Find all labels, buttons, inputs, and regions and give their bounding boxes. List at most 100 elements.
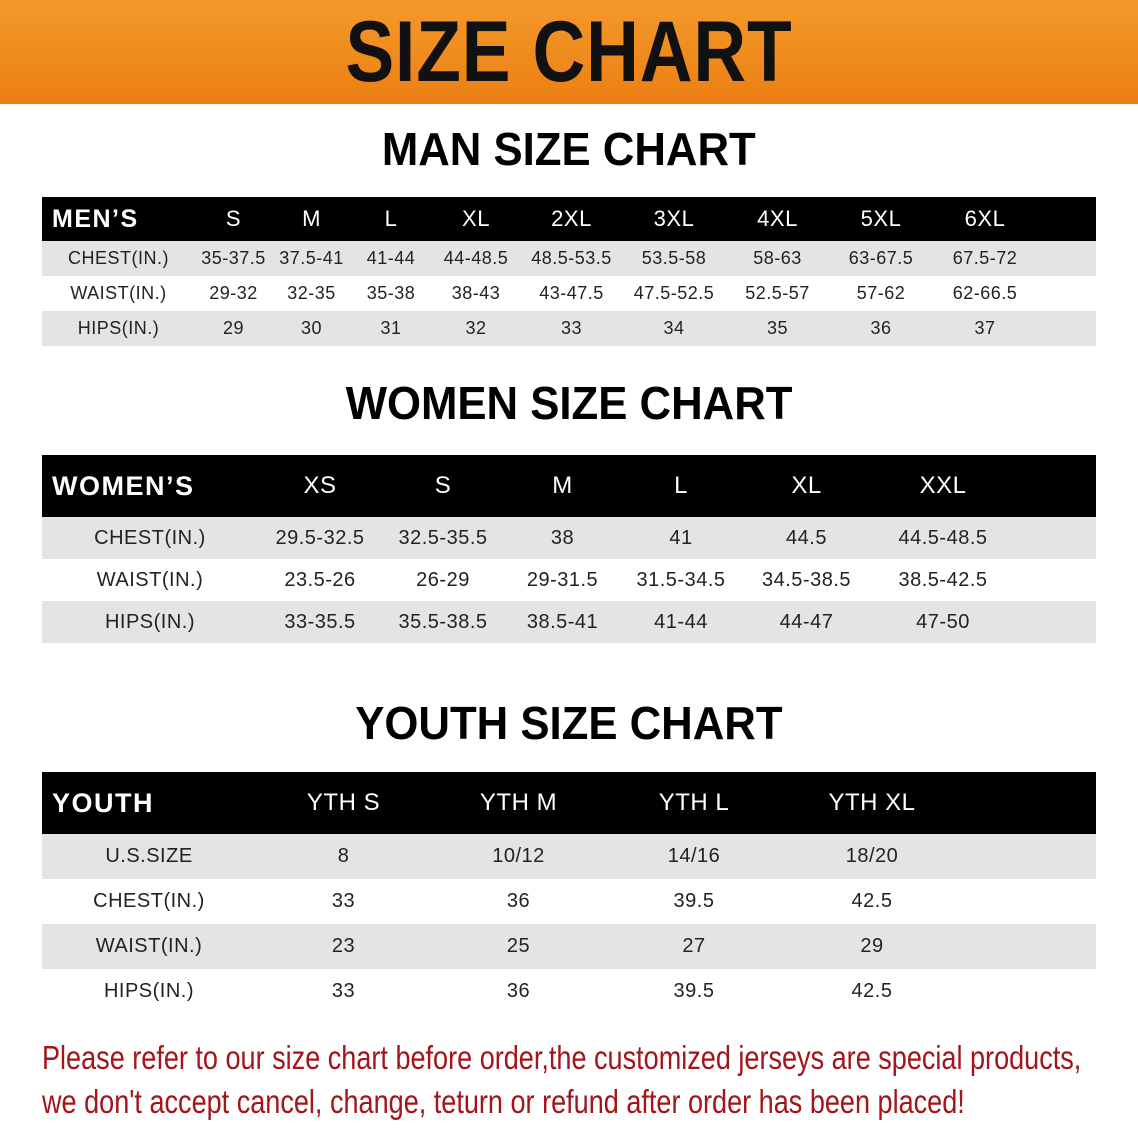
header-row: YOUTH YTH S YTH M YTH L YTH XL [42,772,1096,834]
cell: 44-47 [779,610,834,633]
youth-section-title: YOUTH SIZE CHART [355,697,783,749]
cell: 31 [380,318,402,338]
cell: 39.5 [673,890,715,912]
cell: 62-66.5 [952,283,1018,303]
cell: YTH L [658,789,730,816]
cell: 38.5-42.5 [898,568,988,591]
cell: 43-47.5 [539,283,604,303]
cell: 47.5-52.5 [633,283,715,303]
row-label: WAIST(IN.) [96,568,204,591]
cell: 35-38 [366,283,416,303]
cell: S [434,472,452,499]
cell: 4XL [757,206,798,231]
cell: 2XL [551,206,592,231]
row-label: WOMEN’S [52,470,195,501]
cell: 33 [560,318,583,338]
cell: 29-32 [209,283,258,303]
cell: 35-37.5 [201,248,266,268]
cell: 23.5-26 [284,568,356,591]
cell: 14/16 [667,845,721,867]
cell: 29 [860,935,884,957]
cell: YTH M [479,789,558,816]
cell: 6XL [964,206,1006,231]
women-section-title: WOMEN SIZE CHART [345,377,793,429]
order-notice: Please refer to our size chart before or… [42,1036,1124,1124]
cell: M [302,206,321,231]
table-row: HIPS(IN.) 33-35.5 35.5-38.5 38.5-41 41-44 44-… [42,601,1096,643]
cell: 18/20 [845,845,899,867]
cell: 32.5-35.5 [398,526,488,549]
cell: 44.5 [786,526,827,549]
cell: XL [791,472,822,499]
cell: 5XL [860,206,902,231]
cell: 42.5 [851,980,893,1002]
row-label: YOUTH [52,787,154,818]
cell: M [552,472,573,499]
cell: 29 [222,318,245,338]
row-label: CHEST(IN.) [94,526,206,549]
cell: 29.5-32.5 [275,526,365,549]
cell: 33 [331,890,356,912]
header-row: MEN’S S M L XL 2XL 3XL 4XL 5XL 6XL [42,197,1096,241]
row-label: U.S.SIZE [105,845,193,867]
cell: 48.5-53.5 [531,248,612,268]
table-row: CHEST(IN.) 29.5-32.5 32.5-35.5 38 41 44.5 44.5… [42,517,1096,559]
cell: 41 [669,526,693,549]
table-row: CHEST(IN.) 33 36 39.5 42.5 [42,879,1096,924]
cell: 38-43 [451,283,501,303]
cell: YTH XL [828,789,916,816]
cell: 34.5-38.5 [761,568,851,591]
cell: 52.5-57 [745,283,810,303]
cell: 58-63 [753,248,802,268]
cell: 53.5-58 [641,248,707,268]
table-row: CHEST(IN.) 35-37.5 37.5-41 41-44 44-48.5 48.5… [42,241,1096,276]
cell: 41-44 [366,248,416,268]
notice-line-1: Please refer to our size chart before or… [42,1039,1082,1076]
table-row: U.S.SIZE 8 10/12 14/16 18/20 [42,834,1096,879]
cell: L [384,206,398,231]
header-row: WOMEN’S XS S M L XL XXL [42,455,1096,517]
cell: 10/12 [492,845,545,867]
row-label: HIPS(IN.) [77,318,160,338]
cell: S [225,206,242,231]
women-size-table: WOMEN’S XS S M L XL XXL CHEST(IN.) 29.5-32.5 32.5… [42,455,1096,643]
youth-size-table: YOUTH YTH S YTH M YTH L YTH XL U.S.SIZE 8 10/12… [42,772,1096,1014]
cell: 36 [870,318,892,338]
cell: 23 [331,935,356,957]
cell: YTH S [306,789,381,816]
cell: XL [462,206,490,231]
row-label: HIPS(IN.) [104,610,196,633]
table-row: HIPS(IN.) 33 36 39.5 42.5 [42,969,1096,1014]
cell: 63-67.5 [848,248,914,268]
cell: 36 [506,980,531,1002]
cell: 33 [331,980,356,1002]
row-label: WAIST(IN.) [95,935,203,957]
cell: 34 [663,318,685,338]
banner-title: SIZE CHART [345,3,793,100]
table-row: WAIST(IN.) 23.5-26 26-29 29-31.5 31.5-34.5 34… [42,559,1096,601]
men-section-title: MAN SIZE CHART [382,123,756,175]
cell: 27 [682,935,706,957]
cell: 35 [766,318,789,338]
cell: 8 [337,845,350,867]
cell: 3XL [653,206,695,231]
cell: 47-50 [916,610,970,633]
row-label: WAIST(IN.) [70,283,167,303]
cell: 33-35.5 [284,610,356,633]
row-label: CHEST(IN.) [93,890,205,912]
cell: 25 [506,935,531,957]
cell: 37 [974,318,996,338]
cell: 31.5-34.5 [636,568,726,591]
cell: 32-35 [287,283,336,303]
cell: 42.5 [851,890,893,912]
cell: 39.5 [673,980,715,1002]
cell: 30 [300,318,323,338]
men-size-table: MEN’S S M L XL 2XL 3XL 4XL 5XL 6XL CHEST(IN.) 35-37… [42,197,1096,346]
row-label: HIPS(IN.) [103,980,195,1002]
table-row: HIPS(IN.) 29 30 31 32 33 34 35 36 37 [42,311,1096,346]
cell: 35.5-38.5 [398,610,488,633]
cell: 44-48.5 [443,248,509,268]
cell: 57-62 [856,283,906,303]
table-row: WAIST(IN.) 23 25 27 29 [42,924,1096,969]
row-label: CHEST(IN.) [68,248,169,268]
